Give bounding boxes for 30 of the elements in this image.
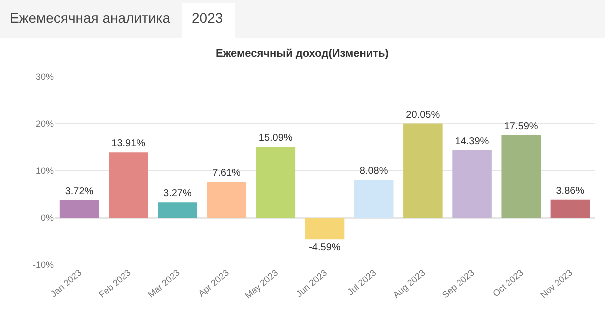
data-label: 3.27%	[163, 188, 192, 200]
data-label: 3.72%	[65, 186, 94, 198]
data-label: 3.86%	[556, 186, 585, 197]
bar	[305, 218, 345, 240]
data-label: 8.08%	[360, 166, 388, 178]
y-tick-label: -10%	[32, 260, 54, 270]
data-label: -4.59%	[309, 242, 341, 254]
y-tick-label: 0%	[40, 213, 54, 224]
data-label: 14.39%	[455, 136, 490, 148]
bar	[354, 180, 394, 218]
data-label: 17.59%	[504, 121, 538, 132]
y-tick-label: 10%	[36, 166, 54, 176]
bar	[207, 182, 246, 218]
bar	[256, 147, 296, 218]
y-tick-label: 20%	[36, 119, 54, 130]
chart-title: Ежемесячный доход(Изменить)	[216, 48, 390, 60]
bar	[502, 135, 541, 218]
bar	[158, 202, 198, 218]
data-label: 13.91%	[112, 138, 146, 150]
bar	[452, 150, 492, 218]
text: 2023	[192, 10, 224, 26]
data-label: 15.09%	[258, 133, 293, 144]
data-label: 7.61%	[212, 168, 242, 180]
bar	[550, 200, 590, 218]
data-label: 20.05%	[406, 110, 440, 121]
text: Ежемесячная аналитика	[10, 10, 171, 26]
bar	[404, 124, 443, 218]
bar	[60, 200, 100, 218]
bar	[109, 152, 148, 218]
y-tick-label: 30%	[36, 72, 54, 82]
